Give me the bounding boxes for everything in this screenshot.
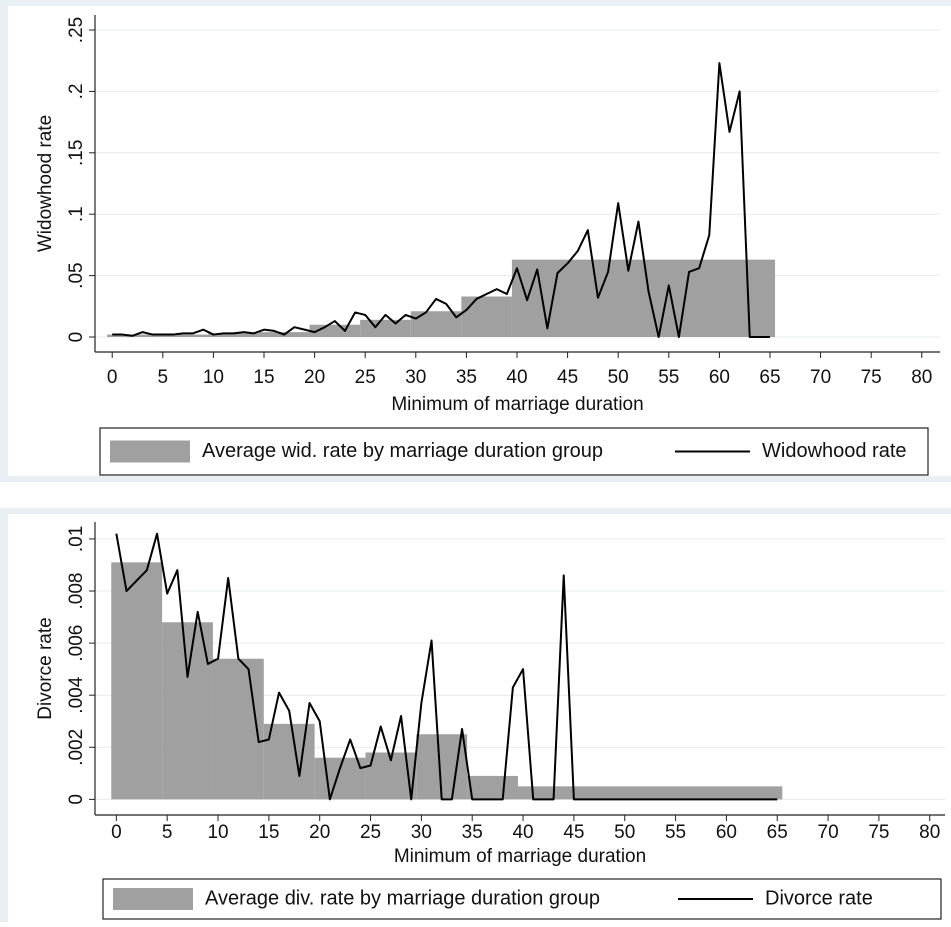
bar (461, 296, 512, 338)
y-tick-label: .01 (66, 526, 87, 552)
x-tick-label: 80 (911, 367, 932, 388)
x-tick-label: 75 (868, 822, 889, 843)
x-tick-label: 60 (716, 822, 737, 843)
x-tick-label: 15 (258, 822, 279, 843)
bar (314, 757, 366, 800)
x-tick-label: 45 (563, 822, 584, 843)
x-tick-label: 80 (919, 822, 940, 843)
y-tick-label: .004 (66, 676, 87, 713)
x-tick-label: 50 (614, 822, 635, 843)
y-axis-title: Widowhood rate (35, 115, 56, 252)
x-tick-label: 55 (665, 822, 686, 843)
x-tick-label: 65 (767, 822, 788, 843)
x-tick-label: 10 (203, 367, 224, 388)
bar (157, 334, 209, 338)
x-tick-label: 30 (405, 367, 426, 388)
bar (212, 658, 264, 800)
x-tick-label: 0 (111, 822, 122, 843)
x-tick-label: 70 (810, 367, 831, 388)
line (112, 62, 770, 339)
legend-label: Widowhood rate (762, 440, 907, 462)
legend-swatch (113, 888, 193, 910)
x-tick-label: 20 (309, 822, 330, 843)
x-tick-label: 25 (355, 367, 376, 388)
x-tick-label: 35 (456, 367, 477, 388)
y-tick-label: .2 (66, 83, 87, 99)
x-tick-label: 20 (304, 367, 325, 388)
x-tick-label: 0 (107, 367, 118, 388)
bar (208, 333, 259, 338)
x-tick-label: 55 (658, 367, 679, 388)
x-tick-label: 5 (158, 367, 169, 388)
legend-swatch (110, 440, 190, 463)
x-tick-label: 5 (162, 822, 173, 843)
x-tick-label: 75 (861, 367, 882, 388)
y-tick-label: .002 (66, 729, 87, 766)
y-tick-label: 0 (66, 794, 87, 805)
y-tick-label: .008 (66, 573, 87, 610)
x-tick-label: 30 (411, 822, 432, 843)
bar (517, 786, 783, 800)
x-tick-label: 65 (759, 367, 780, 388)
x-tick-label: 70 (818, 822, 839, 843)
y-axis-title: Divorce rate (35, 617, 56, 719)
x-tick-label: 25 (360, 822, 381, 843)
legend-label: Divorce rate (765, 887, 873, 909)
x-tick-label: 45 (557, 367, 578, 388)
bar (263, 723, 315, 800)
x-tick-label: 15 (253, 367, 274, 388)
x-tick-label: 35 (462, 822, 483, 843)
panel-inner (8, 6, 951, 476)
line (115, 532, 778, 801)
x-tick-label: 40 (506, 367, 527, 388)
legend-label: Average div. rate by marriage duration g… (205, 887, 600, 909)
x-tick-label: 40 (512, 822, 533, 843)
y-tick-label: .05 (66, 262, 87, 288)
x-tick-label: 50 (608, 367, 629, 388)
x-tick-label: 60 (709, 367, 730, 388)
legend-label: Average wid. rate by marriage duration g… (202, 440, 603, 462)
legend-box (102, 878, 942, 920)
y-tick-label: .1 (66, 206, 87, 222)
bar (360, 319, 411, 338)
bar (467, 775, 518, 800)
bar (111, 562, 163, 800)
bar (511, 259, 776, 338)
legend-box (99, 427, 929, 476)
y-tick-label: .15 (66, 140, 87, 166)
y-tick-label: 0 (66, 332, 87, 343)
x-axis-title: Minimum of marriage duration (391, 394, 643, 415)
x-axis-title: Minimum of marriage duration (394, 846, 646, 867)
y-tick-label: .006 (66, 625, 87, 662)
x-tick-label: 10 (207, 822, 228, 843)
y-tick-label: .25 (66, 17, 87, 43)
